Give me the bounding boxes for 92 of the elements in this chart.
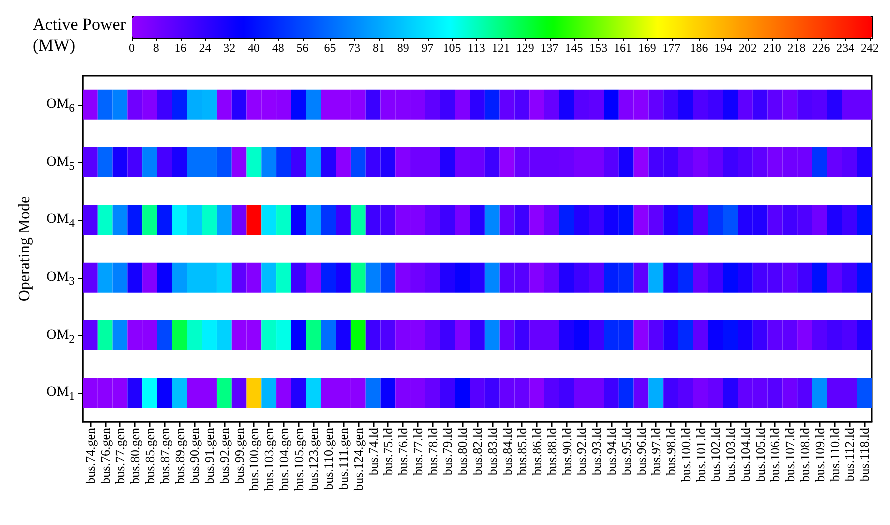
x-tick-label: bus.85.ld xyxy=(514,428,530,476)
x-tick-label: bus.88.ld xyxy=(544,428,560,476)
color-bar-label: 40 xyxy=(248,41,260,55)
color-bar-label: 81 xyxy=(373,41,386,55)
x-tick-label: bus.94.ld xyxy=(604,428,619,476)
x-tick-label: bus.109.ld xyxy=(812,428,828,482)
x-tick-label: bus.82.ld xyxy=(470,428,485,476)
x-tick-label: bus.92.ld xyxy=(574,428,590,476)
x-tick-label: bus.104.ld xyxy=(738,428,753,482)
color-bar-label: 242 xyxy=(861,41,879,55)
y-tick-label: OM$_{3}$ xyxy=(46,268,75,290)
color-bar-label: 56 xyxy=(296,41,309,55)
x-tick-label: bus.89.gen xyxy=(172,428,188,484)
x-tick-label: bus.90.ld xyxy=(559,428,574,476)
x-tick-label: bus.76.gen xyxy=(98,428,113,484)
x-tick-label: bus.74.gen xyxy=(82,428,98,484)
y-tick-label: OM$_{5}$ xyxy=(46,154,75,174)
color-bar-label: 32 xyxy=(224,41,236,55)
x-tick-label: bus.107.ld xyxy=(782,428,798,482)
y-tick-label: OM$_{4}$ xyxy=(46,211,75,232)
y-axis-title: Operating Mode xyxy=(16,196,34,302)
x-tick-label: bus.124.gen xyxy=(350,428,366,491)
x-tick-label: bus.111.gen xyxy=(336,428,352,490)
color-bar-label: 105 xyxy=(443,41,462,55)
color-bar-label: 145 xyxy=(565,41,584,55)
x-tick-label: bus.100.gen xyxy=(246,428,262,491)
color-bar-label: 161 xyxy=(614,41,632,55)
x-tick-label: bus.95.ld xyxy=(618,428,634,476)
x-tick-label: bus.123.gen xyxy=(306,428,322,491)
color-bar-label: 73 xyxy=(348,41,361,55)
color-bar-label: 113 xyxy=(468,41,486,55)
x-tick-label: bus.93.ld xyxy=(589,428,604,476)
color-bar-label: 16 xyxy=(174,41,187,55)
color-bar-label: 24 xyxy=(199,41,212,55)
x-tick-label: bus.99.gen xyxy=(232,428,247,484)
color-bar-label: 121 xyxy=(492,41,510,55)
color-bar-label: 194 xyxy=(714,41,733,55)
color-bar-label: 89 xyxy=(397,41,410,55)
x-tick-label: bus.77.ld xyxy=(410,428,426,476)
x-tick-label: bus.103.ld xyxy=(723,428,738,482)
color-bar-label: 0 xyxy=(129,41,135,55)
x-tick-label: bus.92.gen xyxy=(216,428,232,484)
x-tick-label: bus.78.ld xyxy=(425,428,440,476)
x-tick-label: bus.90.gen xyxy=(187,428,202,484)
color-bar-label: 202 xyxy=(739,41,758,55)
x-tick-label: bus.96.ld xyxy=(634,428,649,476)
color-bar-label: 153 xyxy=(590,41,608,55)
y-tick-label: OM$_{2}$ xyxy=(46,326,75,348)
color-bar-label: 8 xyxy=(153,41,160,55)
x-tick-label: bus.105.ld xyxy=(752,428,768,482)
x-tick-label: bus.79.ld xyxy=(440,428,456,476)
x-tick-label: bus.75.ld xyxy=(380,428,396,476)
x-tick-label: bus.98.ld xyxy=(664,428,679,476)
color-bar-label: 48 xyxy=(272,41,284,55)
x-tick-label: bus.80.ld xyxy=(455,428,470,476)
color-bar-label: 226 xyxy=(812,41,830,55)
x-tick-label: bus.103.gen xyxy=(262,428,277,491)
color-bar-label: 210 xyxy=(763,41,782,55)
x-tick-label: bus.106.ld xyxy=(768,428,783,482)
color-bar-label: 234 xyxy=(836,41,855,55)
x-tick-label: bus.74.ld xyxy=(366,428,381,476)
x-tick-label: bus.97.ld xyxy=(648,428,664,476)
x-tick-label: bus.100.ld xyxy=(678,428,694,482)
y-tick-label: OM$_{6}$ xyxy=(46,96,75,117)
x-tick-label: bus.118.ld xyxy=(857,428,872,482)
x-tick-label: bus.102.ld xyxy=(708,428,724,482)
color-bar-label: 129 xyxy=(516,41,534,55)
x-tick-label: bus.84.ld xyxy=(500,428,515,476)
x-tick-label: bus.105.gen xyxy=(291,428,306,491)
color-bar-label: 137 xyxy=(540,41,559,55)
x-tick-label: bus.87.gen xyxy=(157,428,172,484)
color-bar-label: 97 xyxy=(422,41,434,55)
x-tick-label: bus.91.gen xyxy=(202,428,218,484)
x-tick-label: bus.101.ld xyxy=(693,428,708,482)
x-tick-label: bus.110.ld xyxy=(827,428,842,482)
color-bar-label: 177 xyxy=(662,41,681,55)
x-tick-label: bus.85.gen xyxy=(142,428,158,484)
y-tick-label: OM$_{1}$ xyxy=(46,384,75,405)
x-tick-label: bus.108.ld xyxy=(798,428,813,482)
color-bar-label: 65 xyxy=(324,41,336,55)
x-tick-label: bus.77.gen xyxy=(112,428,128,484)
color-bar-label: 169 xyxy=(638,41,656,55)
color-bar-label: 186 xyxy=(690,41,708,55)
color-bar-label: 218 xyxy=(788,41,806,55)
x-tick-label: bus.110.gen xyxy=(321,428,336,490)
x-tick-label: bus.86.ld xyxy=(530,428,545,476)
x-tick-label: bus.112.ld xyxy=(842,428,858,482)
x-tick-label: bus.104.gen xyxy=(276,428,292,491)
color-bar-title: Active Power (MW) xyxy=(33,15,126,55)
x-tick-label: bus.80.gen xyxy=(128,428,143,484)
x-tick-label: bus.76.ld xyxy=(396,428,411,476)
x-tick-label: bus.83.ld xyxy=(484,428,500,476)
